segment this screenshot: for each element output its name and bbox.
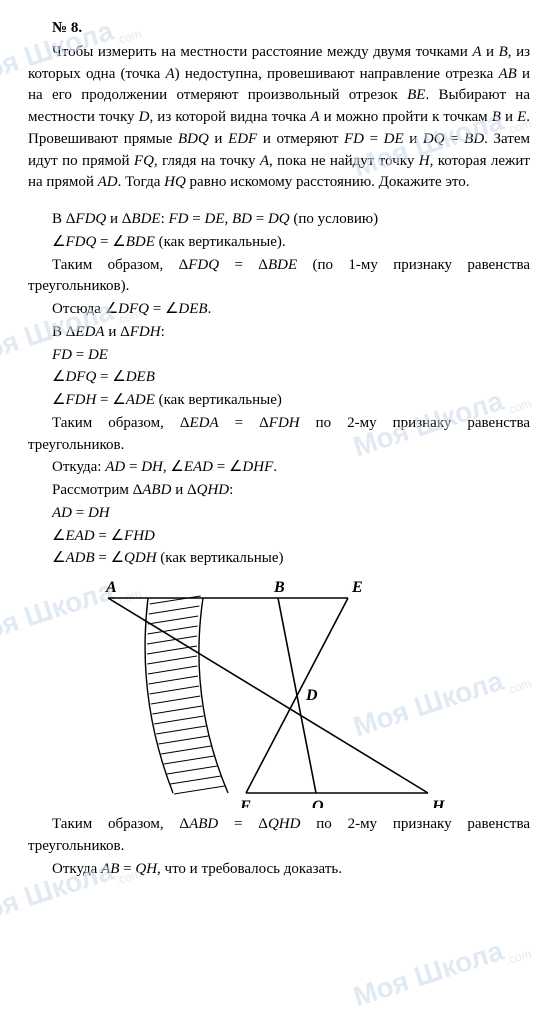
solution-line: FD = DE [28,345,530,367]
solution-line: В ΔEDA и ΔFDH: [28,322,530,344]
solution-line: Отсюда ∠DFQ = ∠DEB. [28,299,530,321]
svg-text:Q: Q [312,798,324,808]
solution-line: ∠FDQ = ∠BDE (как вертикальные). [28,232,530,254]
solution-line: ∠ADB = ∠QDH (как вертикальные) [28,548,530,570]
problem-number: № 8. [28,18,530,40]
solution-line: Таким образом, ΔFDQ = ΔBDE (по 1-му приз… [28,255,530,299]
problem-text: Чтобы измерить на местности расстояние м… [28,42,530,194]
solution-line: Откуда AB = QH, что и требовалось доказа… [28,859,530,881]
svg-text:E: E [351,579,363,596]
svg-text:B: B [273,579,285,596]
solution-line: ∠EAD = ∠FHD [28,526,530,548]
solution-line: В ΔFDQ и ΔBDE: FD = DE, BD = DQ (по усло… [28,209,530,231]
svg-text:D: D [305,687,318,704]
solution-line: AD = DH [28,503,530,525]
solution-line: ∠FDH = ∠ADE (как вертикальные) [28,390,530,412]
solution-line: Таким образом, ΔEDA = ΔFDH по 2-му призн… [28,413,530,457]
geometry-figure: A B E D F Q H [88,578,448,808]
solution-line: Откуда: AD = DH, ∠EAD = ∠DHF. [28,457,530,479]
svg-text:F: F [239,798,251,808]
solution-line: Таким образом, ΔABD = ΔQHD по 2-му призн… [28,814,530,858]
svg-text:A: A [105,579,117,596]
watermark: Моя Школа.com [348,923,534,1018]
svg-text:H: H [431,798,445,808]
solution-line: Рассмотрим ΔABD и ΔQHD: [28,480,530,502]
solution-line: ∠DFQ = ∠DEB [28,367,530,389]
